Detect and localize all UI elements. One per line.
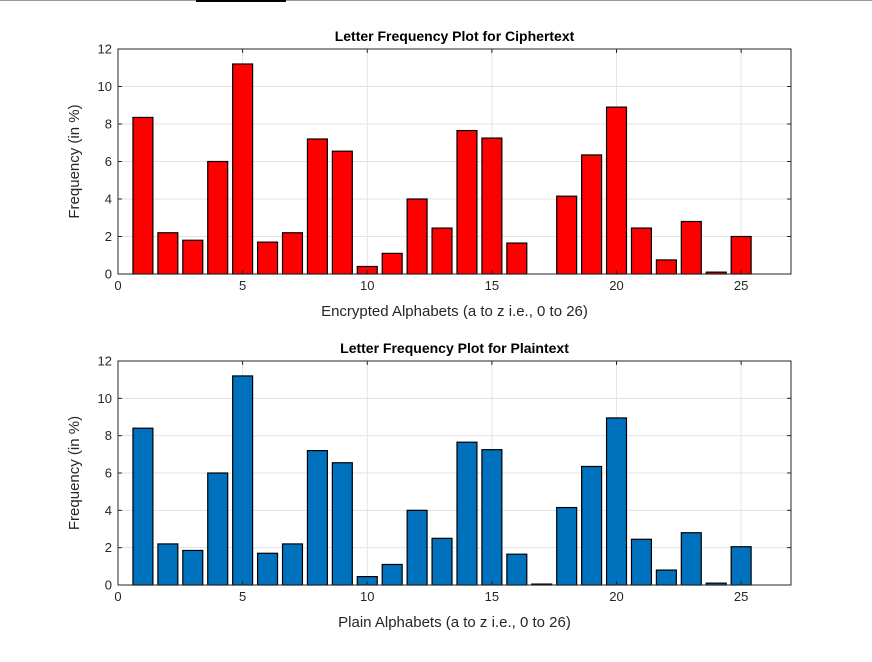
plain-xtick-label-5: 5 bbox=[239, 589, 246, 604]
cipher-bar-7 bbox=[281, 232, 304, 275]
plain-bar-11 bbox=[381, 563, 403, 586]
cipher-xtick-label-25: 25 bbox=[734, 278, 748, 293]
plain-ytick-label-2: 2 bbox=[105, 540, 112, 555]
cipher-bar-9 bbox=[331, 150, 353, 275]
plain-bar-8 bbox=[306, 450, 328, 586]
cipher-bar-25 bbox=[730, 235, 752, 275]
cipher-bar-16 bbox=[506, 242, 528, 275]
plain-xtick-label-10: 10 bbox=[360, 589, 374, 604]
plain-bar-18 bbox=[556, 506, 578, 586]
cipher-bar-15 bbox=[481, 137, 503, 275]
cipher-ytick-label-2: 2 bbox=[105, 229, 112, 244]
cipher-bar-2 bbox=[157, 232, 179, 275]
cipher-bar-5 bbox=[232, 63, 254, 275]
cipher-xtick-label-0: 0 bbox=[114, 278, 121, 293]
plain-xtick-label-15: 15 bbox=[485, 589, 499, 604]
cipher-axes: 0 5 10 15 20 25 0 2 4 6 8 10 12 Letter Frequency Plot… bbox=[66, 28, 792, 320]
plain-bar-13 bbox=[431, 537, 453, 586]
cipher-xtick-label-15: 15 bbox=[485, 278, 499, 293]
cipher-bar-3 bbox=[182, 239, 204, 275]
cipher-xtick-label-20: 20 bbox=[609, 278, 623, 293]
plain-ytick-label-0: 0 bbox=[105, 578, 112, 593]
cipher-bar-12 bbox=[406, 198, 428, 275]
cipher-bar-21 bbox=[630, 227, 653, 275]
cipher-ytick-label-10: 10 bbox=[98, 79, 112, 94]
cipher-bar-23 bbox=[680, 220, 702, 275]
cipher-ytick-label-4: 4 bbox=[105, 192, 112, 207]
plain-bar-6 bbox=[256, 552, 279, 586]
cipher-bar-6 bbox=[256, 241, 279, 275]
plain-bar-4 bbox=[207, 472, 229, 586]
plain-bar-7 bbox=[281, 543, 304, 586]
cipher-bar-22 bbox=[655, 259, 677, 275]
plain-x-axis-label: Plain Alphabets (a to z i.e., 0 to 26) bbox=[338, 614, 571, 631]
plain-axes: 0 5 10 15 20 25 0 2 4 6 8 10 12 Letter Frequency Plot… bbox=[66, 340, 792, 631]
cipher-ytick-label-12: 12 bbox=[98, 42, 112, 57]
plain-bar-3 bbox=[182, 549, 204, 586]
cipher-bar-14 bbox=[456, 129, 478, 275]
cipher-ytick-label-0: 0 bbox=[105, 267, 112, 282]
plain-ytick-label-8: 8 bbox=[105, 428, 112, 443]
cipher-chart-title: Letter Frequency Plot for Ciphertext bbox=[335, 28, 575, 44]
cipher-bar-1 bbox=[132, 116, 154, 275]
cipher-bar-8 bbox=[306, 138, 328, 275]
plain-ytick-label-12: 12 bbox=[98, 354, 112, 369]
plain-bar-19 bbox=[581, 465, 603, 586]
plain-bar-25 bbox=[730, 546, 752, 586]
plain-bar-14 bbox=[456, 441, 478, 586]
plain-bar-15 bbox=[481, 449, 503, 586]
plain-bar-16 bbox=[506, 553, 528, 586]
plain-y-axis-label: Frequency (in %) bbox=[66, 416, 83, 530]
cipher-ytick-label-6: 6 bbox=[105, 154, 112, 169]
plain-bar-23 bbox=[680, 532, 702, 586]
plain-ytick-label-4: 4 bbox=[105, 503, 112, 518]
plain-xtick-label-20: 20 bbox=[609, 589, 623, 604]
cipher-bar-11 bbox=[381, 252, 403, 275]
plain-bar-12 bbox=[406, 509, 428, 586]
cipher-x-axis-label: Encrypted Alphabets (a to z i.e., 0 to 2… bbox=[321, 303, 588, 320]
cipher-ytick-label-8: 8 bbox=[105, 117, 112, 132]
plain-ytick-label-6: 6 bbox=[105, 466, 112, 481]
cipher-bar-18 bbox=[556, 195, 578, 275]
plain-chart-title: Letter Frequency Plot for Plaintext bbox=[340, 340, 569, 356]
plain-xtick-label-0: 0 bbox=[114, 589, 121, 604]
plain-bar-1 bbox=[132, 427, 154, 586]
plain-xtick-label-25: 25 bbox=[734, 589, 748, 604]
cipher-xtick-label-5: 5 bbox=[239, 278, 246, 293]
cipher-bar-19 bbox=[581, 154, 603, 275]
cipher-bar-4 bbox=[207, 160, 229, 275]
plain-ytick-label-10: 10 bbox=[98, 391, 112, 406]
cipher-y-axis-label: Frequency (in %) bbox=[66, 104, 83, 218]
plain-bar-5 bbox=[232, 375, 254, 586]
cipher-xtick-label-10: 10 bbox=[360, 278, 374, 293]
plain-bar-20 bbox=[605, 417, 628, 586]
cipher-bar-13 bbox=[431, 227, 453, 275]
cipher-bar-20 bbox=[605, 106, 628, 275]
plain-bar-22 bbox=[655, 569, 677, 586]
plain-bar-21 bbox=[630, 538, 653, 586]
plain-bar-9 bbox=[331, 462, 353, 586]
plain-bar-2 bbox=[157, 543, 179, 586]
window-top-marker bbox=[196, 0, 286, 2]
window-top-border bbox=[0, 0, 872, 1]
